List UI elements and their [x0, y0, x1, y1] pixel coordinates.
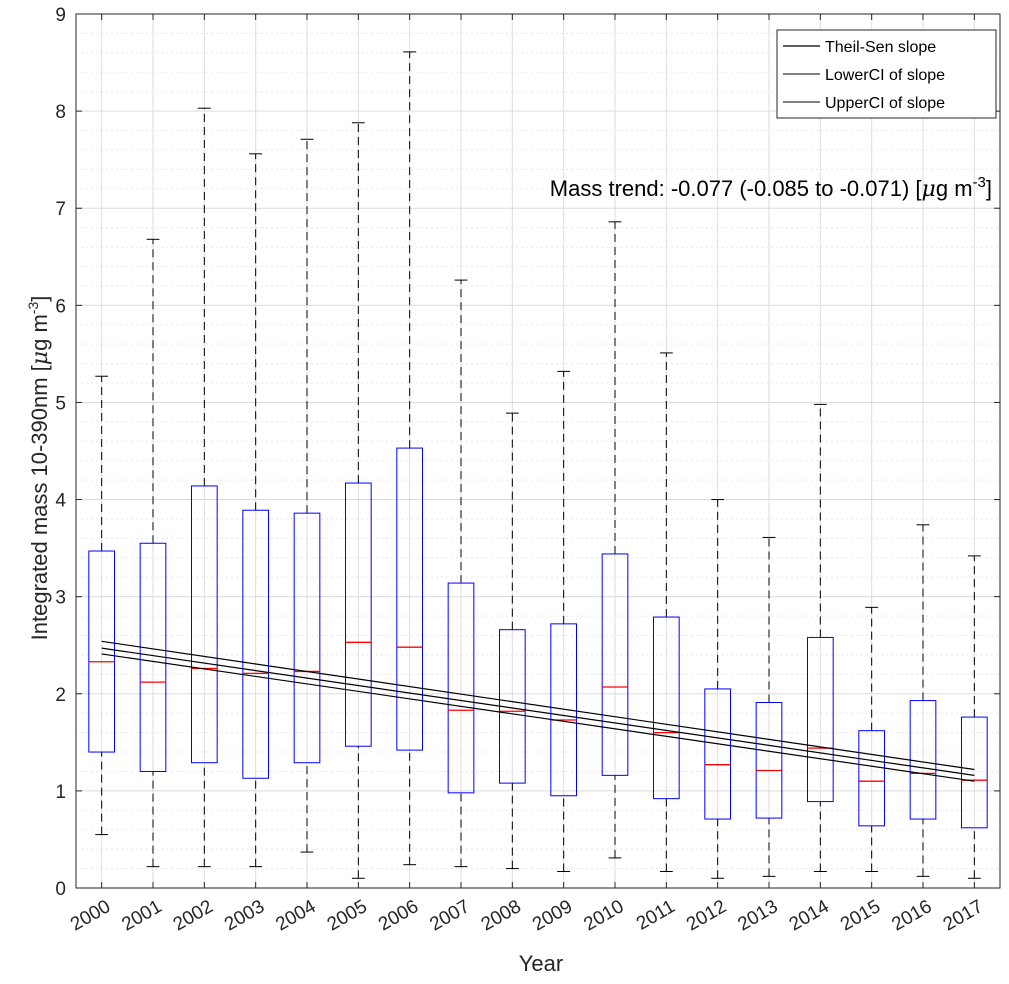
annotation-exp: -3 — [973, 174, 986, 191]
annotation-unit: g m — [936, 176, 973, 201]
trend-annotation: Mass trend: -0.077 (-0.085 to -0.071) [μ… — [550, 174, 992, 202]
svg-text:Integrated mass 10-390nm [μg m: Integrated mass 10-390nm [μg m-3] — [25, 296, 53, 641]
y-tick-label: 3 — [55, 588, 66, 609]
y-tick-label: 4 — [55, 491, 66, 512]
svg-text:Mass trend: -0.077 (-0.085 to: Mass trend: -0.077 (-0.085 to -0.071) [μ… — [550, 174, 992, 202]
plot-frame — [75, 13, 1001, 889]
y-tick-label: 5 — [55, 393, 66, 414]
box-body — [88, 550, 116, 753]
legend-label-upper-ci: UpperCI of slope — [825, 95, 945, 112]
y-axis-label: Integrated mass 10-390nm [μg m-3] — [25, 296, 53, 641]
box-body — [191, 485, 218, 764]
box-2013 — [755, 536, 783, 877]
box-body — [447, 582, 475, 794]
box-2005 — [345, 122, 372, 879]
x-axis-label: Year — [519, 951, 563, 976]
trend-line-theil-sen-slope — [101, 647, 975, 776]
y-tick-label: 2 — [55, 685, 66, 706]
y-tick-label: 0 — [55, 879, 66, 900]
y-tick-label: 9 — [55, 5, 66, 26]
y-axis-label-mu: μ — [28, 351, 53, 365]
legend-label-theil-sen: Theil-Sen slope — [825, 39, 936, 56]
y-axis-label-exp: -3 — [25, 302, 41, 315]
y-tick-label: 8 — [55, 102, 66, 123]
y-axis-label-main: Integrated mass 10-390nm [ — [27, 365, 52, 640]
annotation-prefix: Mass trend: -0.077 (-0.085 to -0.071) [ — [550, 176, 922, 201]
box-body — [345, 482, 372, 747]
box-body — [242, 509, 269, 779]
y-tick-label: 6 — [55, 296, 66, 317]
box-2007 — [447, 279, 475, 868]
box-2010 — [601, 221, 629, 859]
box-body — [961, 716, 988, 829]
annotation-mu: μ — [922, 177, 936, 202]
box-body — [858, 730, 885, 827]
box-body — [653, 616, 680, 800]
y-tick-label: 7 — [55, 199, 66, 220]
box-2015 — [858, 606, 885, 872]
box-body — [293, 512, 321, 764]
box-2006 — [396, 51, 424, 866]
y-axis-label-unit: g m — [27, 314, 52, 351]
y-tick-labels: 0 1 2 3 4 5 6 7 8 9 — [55, 5, 1000, 900]
box-body — [601, 553, 629, 776]
box-body — [704, 688, 731, 820]
box-2003 — [242, 153, 269, 868]
legend-label-lower-ci: LowerCI of slope — [825, 67, 945, 84]
box-body — [755, 702, 783, 819]
annotation-close: ] — [986, 176, 992, 201]
box-body — [550, 623, 577, 797]
y-tick-label: 1 — [55, 782, 66, 803]
trend-line-lowerci-of-slope — [101, 653, 975, 782]
box-body — [396, 447, 424, 751]
y-axis-label-close: ] — [27, 296, 52, 302]
box-2000 — [88, 375, 116, 836]
box-2011 — [653, 352, 680, 872]
box-2012 — [704, 499, 731, 879]
grid — [76, 13, 1000, 889]
legend: Theil-Sen slope LowerCI of slope UpperCI… — [776, 29, 997, 119]
trend-line-upperci-of-slope — [101, 640, 975, 771]
trend-lines — [101, 640, 975, 782]
box-body — [807, 636, 834, 803]
box-2004 — [293, 138, 321, 853]
box-2009 — [550, 370, 577, 872]
